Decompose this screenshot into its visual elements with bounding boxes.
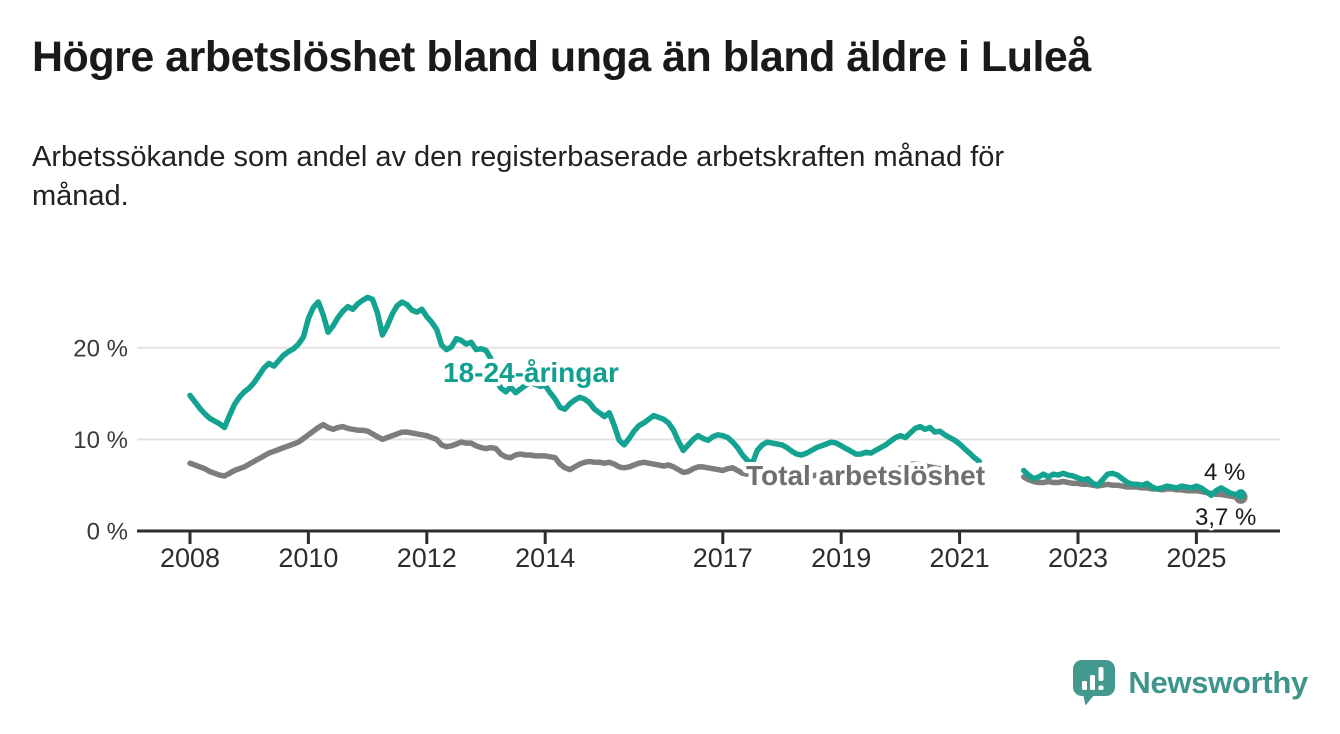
x-tick-label: 2008 xyxy=(160,543,220,573)
chart-subtitle-line1: Arbetssökande som andel av den registerb… xyxy=(32,141,1005,173)
x-tick-label: 2010 xyxy=(278,543,338,573)
newsworthy-logo: Newsworthy xyxy=(1072,659,1308,706)
young-end: 4 % xyxy=(1204,459,1245,486)
x-tick-label: 2023 xyxy=(1048,543,1108,573)
newsworthy-logo-icon xyxy=(1073,660,1116,706)
total-label: Total arbetslöshet xyxy=(746,460,985,491)
series-endpoint-young xyxy=(1235,489,1247,500)
chart-subtitle-line2: månad. xyxy=(32,179,129,212)
y-tick-label: 10 % xyxy=(73,427,128,454)
x-tick-label: 2017 xyxy=(693,543,753,573)
series-line-young xyxy=(187,294,1244,499)
young-label: 18-24-åringar xyxy=(443,357,619,388)
chart-title: Högre arbetslöshet bland unga än bland ä… xyxy=(32,33,1091,81)
x-tick-label: 2019 xyxy=(811,543,871,573)
total-end: 3,7 % xyxy=(1195,504,1256,531)
x-tick-label: 2014 xyxy=(515,543,575,573)
newsworthy-logo-text: Newsworthy xyxy=(1128,664,1308,700)
x-tick-label: 2012 xyxy=(397,543,457,573)
y-tick-label: 0 % xyxy=(87,519,128,546)
x-tick-label: 2025 xyxy=(1166,543,1226,573)
y-tick-label: 20 % xyxy=(73,335,128,362)
x-tick-label: 2021 xyxy=(930,543,990,573)
chart-subtitle: Arbetssökande som andel av den registerb… xyxy=(32,138,1252,215)
